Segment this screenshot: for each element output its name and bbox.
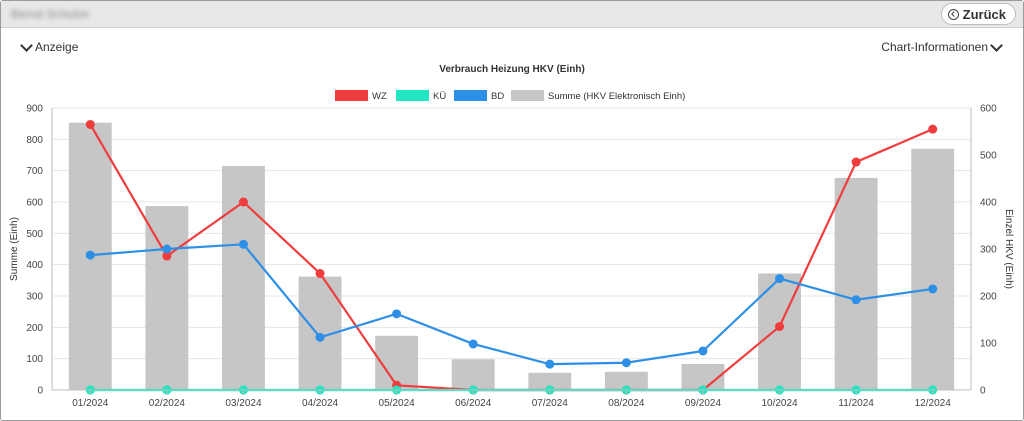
grid: [52, 107, 971, 391]
chart-info-label: Chart-Informationen: [881, 40, 988, 54]
data-point: [775, 322, 785, 332]
back-button[interactable]: Zurück: [940, 3, 1016, 25]
data-point: [238, 197, 248, 207]
data-point: [162, 244, 172, 254]
data-point: [928, 284, 938, 294]
data-point: [85, 119, 95, 129]
legend-swatch: [454, 90, 487, 101]
legend-swatch: [335, 90, 368, 101]
y2-tick-label: 600: [980, 104, 997, 115]
y-tick-label: 200: [26, 323, 43, 334]
y2-tick-label: 300: [980, 245, 997, 256]
bar: [758, 273, 801, 390]
data-point: [698, 346, 708, 356]
back-button-label: Zurück: [962, 6, 1006, 22]
data-point: [315, 332, 325, 342]
bar-series: [68, 122, 955, 390]
y-tick-label: 900: [26, 104, 43, 115]
y-tick-label: 0: [37, 386, 43, 397]
legend-label: KÜ: [433, 91, 446, 102]
x-tick-label: 12/2024: [915, 398, 952, 409]
y-tick-label: 600: [26, 198, 43, 209]
chevron-down-icon: [20, 38, 33, 52]
x-tick-label: 04/2024: [302, 398, 339, 409]
legend-swatch: [511, 90, 544, 101]
bar: [451, 359, 495, 390]
y-tick-label: 500: [26, 229, 43, 240]
chart-title: Verbrauch Heizung HKV (Einh): [439, 64, 585, 75]
x-tick-label: 11/2024: [838, 398, 874, 409]
y-tick-label: 800: [26, 135, 43, 146]
y2-axis-label: Einzel HKV (Einh): [1003, 209, 1014, 289]
bar: [145, 206, 189, 390]
line-series: [85, 119, 938, 395]
y2-tick-label: 100: [980, 339, 997, 350]
legend: WZ KÜ BD Summe (HKV Elektronisch Einh): [335, 90, 685, 102]
data-point: [162, 251, 172, 261]
y-tick-label: 100: [26, 354, 43, 365]
data-point: [851, 157, 861, 167]
x-tick-label: 06/2024: [455, 398, 492, 409]
back-arrow-icon: [947, 8, 959, 20]
x-tick-label: 07/2024: [532, 398, 569, 409]
x-tick-label: 03/2024: [225, 398, 262, 409]
data-point: [775, 274, 785, 284]
data-point: [238, 239, 248, 249]
legend-label: Summe (HKV Elektronisch Einh): [548, 91, 685, 102]
legend-label: BD: [491, 91, 504, 102]
legend-swatch: [396, 90, 429, 101]
y2-tick-label: 0: [980, 386, 986, 397]
bar: [911, 148, 955, 390]
y2-tick-label: 400: [980, 198, 997, 209]
y2-tick-label: 500: [980, 151, 997, 162]
data-point: [545, 359, 555, 369]
data-point: [621, 358, 631, 368]
x-tick-label: 01/2024: [72, 398, 109, 409]
bar: [528, 372, 572, 390]
data-point: [392, 309, 402, 319]
data-point: [851, 295, 861, 305]
chart-canvas: Verbrauch Heizung HKV (Einh) 0 100 200 300 4…: [9, 64, 1014, 410]
user-name: Bernd Schulze: [11, 7, 90, 21]
y-axis-label: Summe (Einh): [9, 217, 20, 281]
anzeige-label: Anzeige: [35, 40, 79, 54]
y-tick-label: 700: [26, 166, 43, 177]
y-tick-label: 300: [26, 292, 43, 303]
data-point: [928, 124, 938, 134]
series-line: [90, 243, 933, 366]
x-tick-label: 02/2024: [149, 398, 186, 409]
title-bar: Bernd Schulze Zurück: [1, 1, 1023, 28]
x-tick-label: 08/2024: [608, 398, 645, 409]
chart-info-toggle[interactable]: Chart-Informationen: [881, 38, 1003, 54]
y2-tick-label: 200: [980, 292, 997, 303]
bar: [834, 177, 878, 390]
data-point: [85, 250, 95, 260]
x-tick-label: 09/2024: [685, 398, 722, 409]
y-tick-label: 400: [26, 260, 43, 271]
axes: 0 100 200 300 400 500 600 700 800 900 0 100 200 300 40…: [26, 104, 997, 410]
data-point: [468, 339, 478, 349]
anzeige-toggle[interactable]: Anzeige: [20, 38, 79, 54]
x-tick-label: 05/2024: [379, 398, 416, 409]
legend-label: WZ: [372, 91, 387, 102]
x-tick-label: 10/2024: [761, 398, 798, 409]
series-line: [89, 123, 934, 392]
chevron-down-icon: [990, 38, 1003, 52]
data-point: [315, 268, 325, 278]
bar: [604, 371, 648, 390]
